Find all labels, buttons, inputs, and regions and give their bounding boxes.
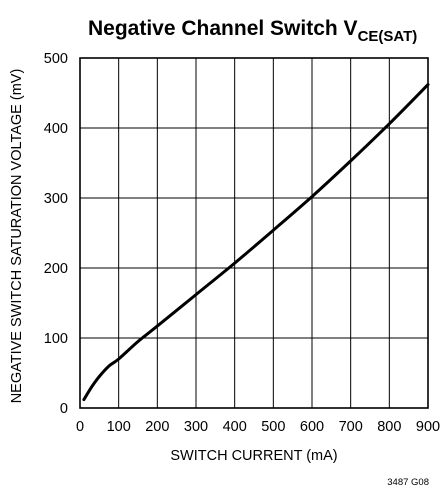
figure-id: 3487 G08 [387,477,429,488]
chart-title: Negative Channel Switch VCE(SAT) [88,17,417,45]
x-tick-label: 400 [223,419,247,435]
y-tick-label: 300 [44,191,68,207]
y-tick-label: 500 [44,51,68,67]
y-axis-label: NEGATIVE SWITCH SATURATION VOLTAGE (mV) [9,69,25,404]
x-tick-label: 0 [76,419,84,435]
chart-title-subscript: CE(SAT) [358,28,418,45]
x-tick-label: 800 [377,419,401,435]
grid [80,58,428,408]
plot-frame [79,57,429,409]
x-tick-label: 700 [339,419,363,435]
y-tick-label: 100 [44,331,68,347]
chart-title-text: Negative Channel Switch V [88,17,358,40]
y-tick-label: 400 [44,121,68,137]
x-tick-label: 300 [184,419,208,435]
x-tick-label: 100 [107,419,131,435]
x-tick-label: 600 [300,419,324,435]
y-tick-labels: 0 100 200 300 400 500 [44,51,68,417]
x-tick-label: 500 [261,419,285,435]
x-tick-labels: 0 100 200 300 400 500 600 700 800 900 [76,419,440,435]
y-tick-label: 0 [60,401,68,417]
series-line [82,83,430,402]
y-tick-label: 200 [44,261,68,277]
x-axis-label: SWITCH CURRENT (mA) [170,448,337,464]
x-tick-label: 900 [416,419,440,435]
x-tick-label: 200 [145,419,169,435]
